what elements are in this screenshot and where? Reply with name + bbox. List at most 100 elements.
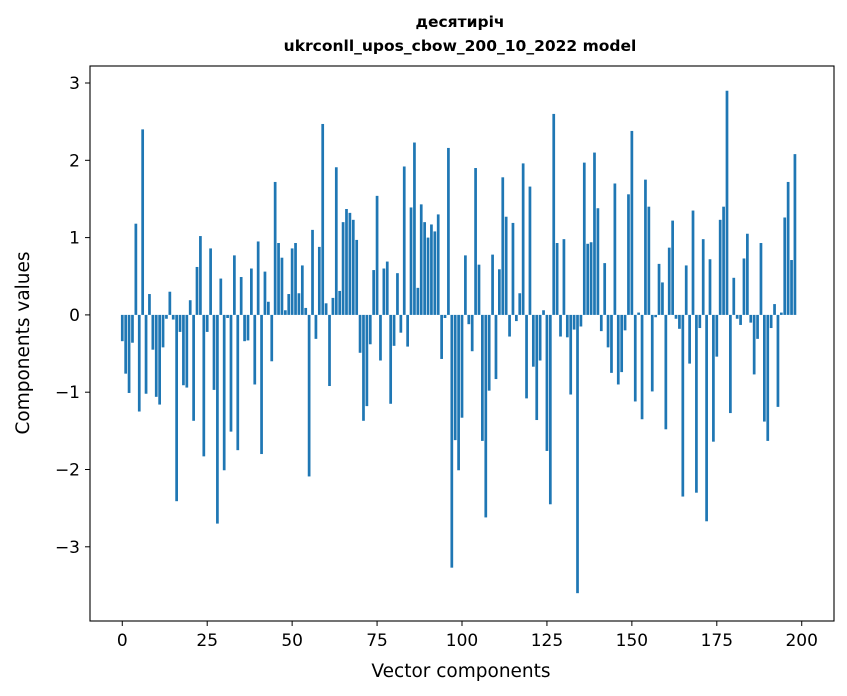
bar <box>790 260 793 315</box>
y-tick-label: −3 <box>55 538 80 558</box>
bar <box>358 314 362 353</box>
bar <box>579 314 583 327</box>
y-tick-label: 1 <box>69 229 80 249</box>
bar <box>239 277 243 315</box>
bar <box>294 243 297 315</box>
bar <box>528 186 532 315</box>
bar <box>678 314 681 329</box>
bar <box>379 314 382 361</box>
bar <box>351 219 355 315</box>
bar <box>457 314 460 471</box>
bar <box>474 168 477 315</box>
bar <box>481 314 484 441</box>
bar <box>477 264 481 315</box>
x-tick-label: 175 <box>701 631 733 651</box>
bar <box>793 154 797 315</box>
bar <box>722 206 725 315</box>
bar <box>321 123 325 315</box>
bar <box>572 314 576 330</box>
bar <box>389 314 393 404</box>
bar <box>375 195 379 315</box>
bar <box>708 259 712 315</box>
bar <box>345 209 348 315</box>
bar <box>491 254 494 315</box>
bar <box>647 206 651 315</box>
bar <box>270 314 274 362</box>
bar <box>341 222 345 315</box>
bar <box>233 255 236 315</box>
bar <box>545 314 549 451</box>
bar <box>548 314 552 505</box>
bar <box>365 314 369 407</box>
bar <box>773 304 776 315</box>
bar <box>317 246 321 315</box>
bar <box>552 113 556 315</box>
bar <box>559 314 562 337</box>
bar <box>199 236 202 315</box>
bar <box>589 242 593 315</box>
bar <box>300 265 304 315</box>
y-tick-label: 3 <box>69 74 80 94</box>
bar <box>246 314 250 341</box>
x-tick-label: 25 <box>196 631 218 651</box>
bar <box>243 314 246 342</box>
bar <box>637 312 641 315</box>
bar <box>154 314 158 397</box>
bar <box>518 293 522 315</box>
bar <box>436 214 440 315</box>
bar <box>535 314 539 421</box>
bar <box>610 314 613 373</box>
bar <box>297 293 301 315</box>
bar <box>712 314 715 442</box>
bar <box>742 258 746 315</box>
bar <box>542 310 545 315</box>
bar <box>324 303 328 315</box>
bar <box>168 291 172 315</box>
bar <box>368 314 372 345</box>
bar <box>613 183 617 315</box>
bar <box>423 222 426 315</box>
bar <box>460 314 464 418</box>
bar <box>151 314 155 350</box>
bar <box>498 269 501 315</box>
bar <box>385 261 389 315</box>
bar <box>508 314 511 337</box>
bar <box>616 314 620 385</box>
bar <box>120 314 124 342</box>
bar <box>253 314 257 385</box>
bar <box>399 314 403 333</box>
bar <box>501 177 505 315</box>
bar <box>362 314 365 421</box>
y-tick-label: −2 <box>55 460 80 480</box>
bar <box>623 314 627 331</box>
bar <box>260 314 263 455</box>
bar <box>671 220 674 315</box>
bar <box>606 314 610 348</box>
bar <box>521 163 525 315</box>
bar <box>280 257 284 315</box>
bar <box>137 314 141 412</box>
x-axis-label: Vector components <box>371 661 550 682</box>
bar <box>681 314 685 497</box>
bar <box>779 312 783 315</box>
bar <box>219 278 223 315</box>
x-tick-label: 150 <box>616 631 648 651</box>
bar <box>453 314 457 441</box>
bar <box>212 314 216 390</box>
bar <box>525 314 528 399</box>
bar <box>688 314 691 364</box>
bar <box>691 210 695 315</box>
bar <box>450 314 454 568</box>
y-axis-label: Components values <box>13 251 34 434</box>
bar <box>226 314 229 318</box>
x-tick-label: 100 <box>446 631 478 651</box>
bar <box>263 271 267 315</box>
bar <box>304 307 308 315</box>
bar-series <box>120 90 797 594</box>
bar <box>334 167 338 315</box>
bar <box>684 265 688 315</box>
bar <box>406 314 409 347</box>
bar <box>277 243 280 315</box>
y-axis-ticks: −3 −2 −1 0 1 2 3 <box>55 74 90 558</box>
y-tick-label: −1 <box>55 383 80 403</box>
